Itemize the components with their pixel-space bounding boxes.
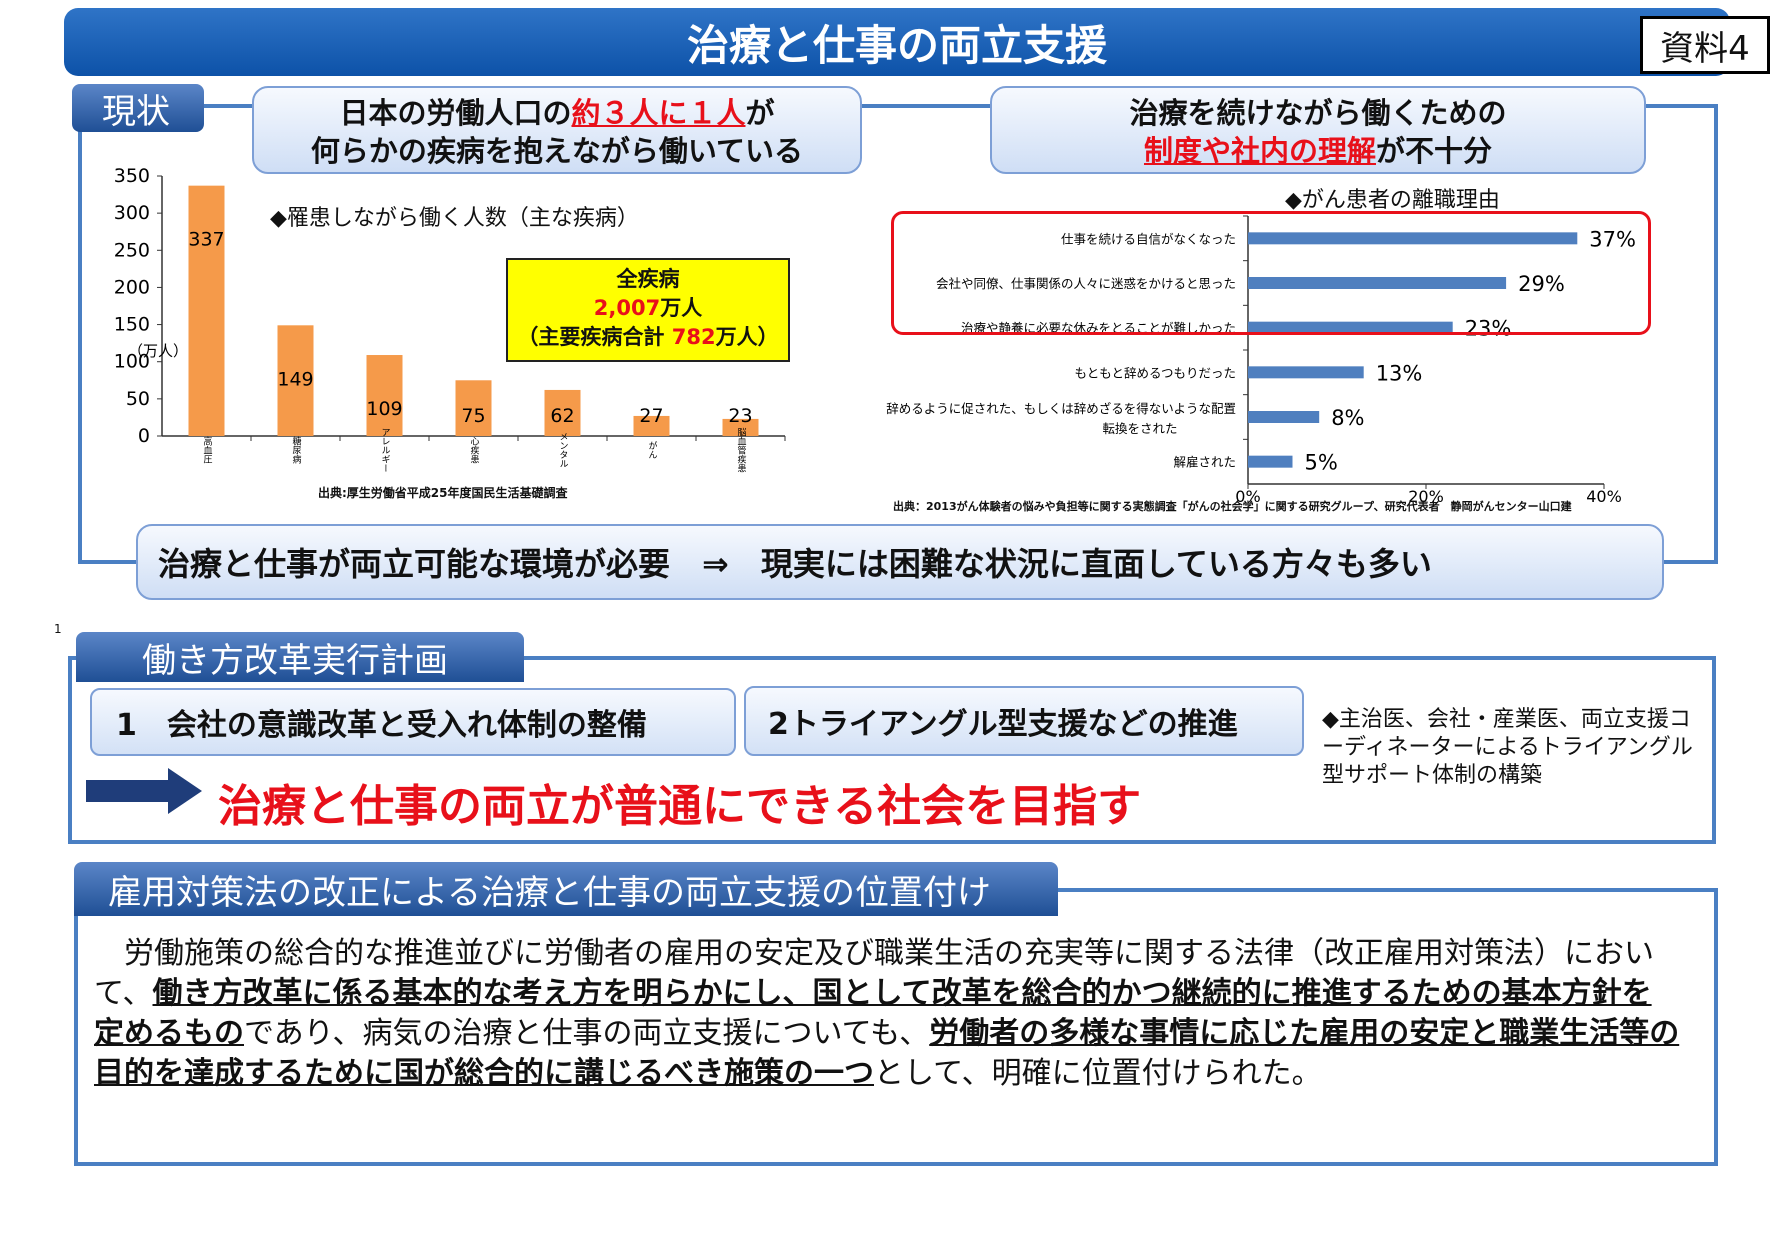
arrow-right-icon [86,768,202,814]
headline-right-line1: 治療を続けながら働くための [1129,96,1507,130]
bar-chart-source: 出典:厚生労働省平成25年度国民生活基礎調査 [318,486,568,500]
x-tick-label: 糖尿病 [291,435,302,464]
y-tick-label: 250 [114,239,150,261]
total-box-value: 2,007 [593,296,661,320]
hbar-category-label: 辞めるように促された、もしくは辞めざるを得ないような配置 [886,401,1236,416]
bar-アレルギー [366,355,403,436]
hbar-category-label: 仕事を続ける自信がなくなった [1061,231,1236,246]
x-tick-label: がん [647,440,658,459]
y-tick-label: 350 [114,165,150,187]
stray-mark: 1 [54,622,62,636]
x-tick-label: メンタル [558,432,569,468]
bar-chart-caption: ◆罹患しながら働く人数（主な疾病） [270,206,639,231]
headline-right-emphasis: 制度や社内の理解 [1143,134,1376,168]
headline-left-line2: 何らかの疾病を抱えながら働いている [310,134,804,168]
total-box-line3-post: 万人） [715,325,779,349]
hbar-3 [1248,321,1453,334]
disease-bar-chart: 0 50 100 150 200 250 300 350 （万人） 337 高血圧 149 糖尿病 109… [114,165,786,473]
bar-メンタル [544,389,581,436]
law-paragraph: 労働施策の総合的な推進並びに労働者の雇用の安定及び職業生活の充実等に関する法律（… [94,934,1680,1094]
section-label-law: 雇用対策法の改正による治療と仕事の両立支援の位置付け [74,862,1058,916]
hbar-value-label: 23% [1465,317,1512,341]
hbar-6 [1248,455,1293,468]
bar-value-label: 27 [639,405,663,427]
page-title: 治療と仕事の両立支援 [64,8,1730,76]
work-style-reform-frame [68,656,1716,844]
y-tick-label: 300 [114,202,150,224]
y-tick-label: 0 [138,425,150,447]
headline-left-pre: 日本の労働人口の [339,96,572,130]
x-tick-label: アレルギー [380,428,391,473]
bar-value-label: 75 [461,405,485,427]
triangle-support-note: ◆主治医、会社・産業医、両立支援コーディネーターによるトライアングル型サポート体… [1322,707,1693,788]
total-box-sub-value: 782 [671,325,716,349]
highlight-red-box [891,211,1651,335]
total-disease-box: 全疾病 2,007万人 （主要疾病合計 782万人） [506,258,790,362]
headline-left: 日本の労働人口の約３人に１人が 何らかの疾病を抱えながら働いている [252,86,862,174]
document-tag: 資料4 [1640,16,1770,74]
law-bold-2: 労働者の多様な事情に応じた雇用の安定と職業生活等の目的を達成するために国が総合的… [94,1016,1680,1091]
hbar-value-label: 5% [1305,451,1338,475]
page-title-text: 治療と仕事の両立支援 [686,20,1107,70]
total-box-line1: 全疾病 [616,267,680,291]
law-text-1: 労働施策の総合的な推進並びに労働者の雇用の安定及び職業生活の充実等に関する法律（… [94,936,1654,1011]
bar-value-label: 337 [188,229,224,251]
hbar-value-label: 37% [1589,227,1636,251]
conclusion-banner: 治療と仕事が両立可能な環境が必要 ⇒ 現実には困難な状況に直面している方々も多い [136,524,1664,600]
cancer-resignation-chart: 0% 20% 40% 37% 仕事を続ける自信がなくなった 29% 会社や同僚、仕事関係の人… [886,215,1636,506]
x-tick-label: 20% [1408,487,1444,506]
x-tick-label: 0% [1235,487,1260,506]
hbar-category-label: 会社や同僚、仕事関係の人々に迷惑をかけると思った [936,276,1236,291]
bar-がん [633,415,670,436]
total-box-unit: 万人 [660,296,703,320]
hbar-4 [1248,366,1364,379]
bar-value-label: 62 [550,405,574,427]
bar-value-label: 149 [277,368,313,390]
hbar-source: 出典：2013がん体験者の悩みや負担等に関する実態調査「がんの社会学」に関する研… [893,500,1572,513]
y-tick-label: 200 [114,276,150,298]
plan-item-1: 1 会社の意識改革と受入れ体制の整備 [90,688,736,756]
x-tick-label: 心疾患 [469,436,480,463]
hbar-category-label-cont: 転換をされた [1102,421,1177,436]
headline-left-post: が [745,96,775,130]
bar-value-label: 23 [728,405,752,427]
hbar-category-label: もともと辞めるつもりだった [1074,365,1236,380]
law-text-2: であり、病気の治療と仕事の両立支援についても、 [244,1016,930,1051]
headline-right: 治療を続けながら働くための 制度や社内の理解が不十分 [990,86,1646,174]
hbar-value-label: 8% [1331,406,1364,430]
hbar-2 [1248,277,1507,289]
plan-item-2: 2トライアングル型支援などの推進 [744,686,1304,756]
bar-脳血管疾患 [722,418,759,436]
total-box-line3-pre: （主要疾病合計 [517,325,672,349]
x-tick-label: 40% [1586,487,1622,506]
headline-right-post: が不十分 [1376,134,1493,168]
bar-高血圧 [188,185,225,436]
hbar-category-label: 治療や静養に必要な休みをとることが難しかった [961,321,1236,336]
hbar-value-label: 13% [1376,361,1423,385]
bar-心疾患 [455,380,492,436]
hbar-category-label: 解雇された [1173,455,1236,470]
law-bold-1: 働き方改革に係る基本的な考え方を明らかにし、国として改革を総合的かつ継続的に推進… [94,976,1652,1051]
y-axis-unit-label: （万人） [128,342,188,360]
hbar-1 [1248,232,1578,245]
y-tick-label: 50 [126,388,150,410]
bar-value-label: 109 [366,398,402,420]
y-tick-label: 100 [114,351,150,373]
section-label-current: 現状 [72,84,204,132]
section-label-reform: 働き方改革実行計画 [76,632,524,682]
hbar-caption: ◆がん患者の離職理由 [1285,188,1500,213]
bar-糖尿病 [277,325,314,436]
law-text-3: として、明確に位置付けられた。 [874,1056,1322,1091]
goal-statement: 治療と仕事の両立が普通にできる社会を目指す [218,781,1142,832]
x-tick-label: 高血圧 [202,435,213,464]
y-tick-label: 150 [114,314,150,336]
x-tick-label: 脳血管疾患 [736,426,747,472]
headline-left-emphasis: 約３人に１人 [571,96,746,130]
hbar-value-label: 29% [1518,272,1565,296]
hbar-5 [1248,411,1320,423]
